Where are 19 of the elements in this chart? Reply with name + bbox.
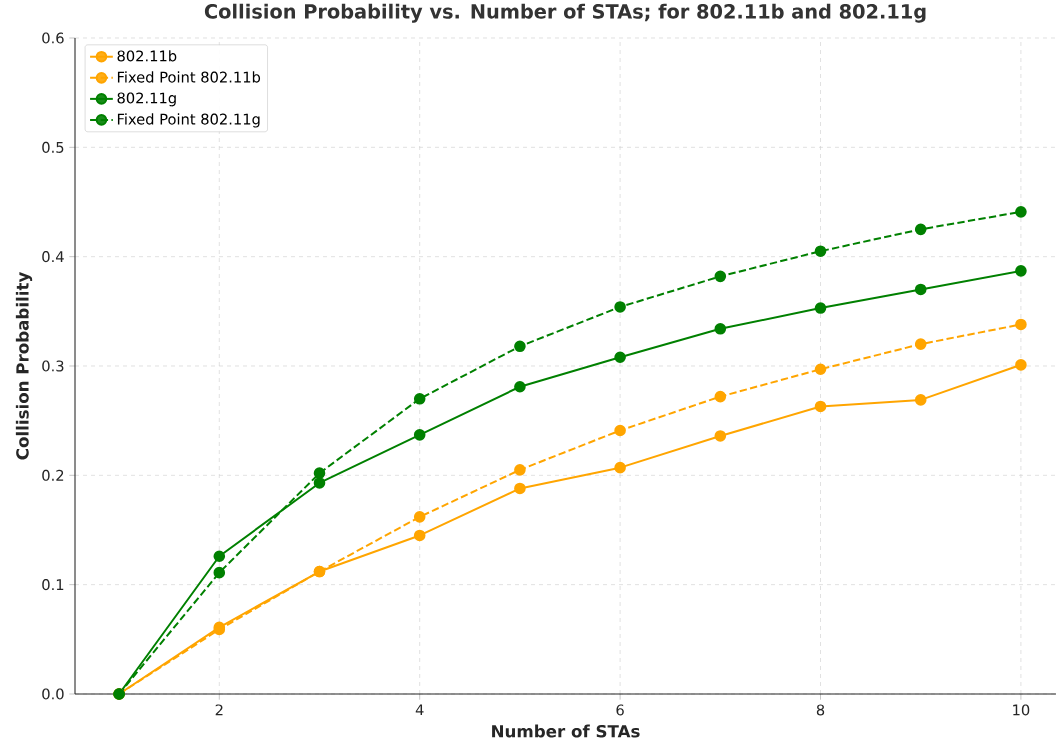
legend-label: 802.11b <box>117 50 177 62</box>
y-tick-label: 0.4 <box>42 251 64 263</box>
y-axis-title: Collision Probability <box>15 272 33 460</box>
y-tick-label: 0.5 <box>42 141 64 153</box>
x-axis-title: Number of STAs <box>492 724 640 738</box>
chart-title: Collision Probability vs. Number of STAs; for 802.11b and 802.11g <box>204 3 926 23</box>
x-tick-label: 8 <box>816 704 825 716</box>
y-tick-label: 0.1 <box>42 579 64 591</box>
x-tick-label: 6 <box>616 704 624 716</box>
legend-label: Fixed Point 802.11b <box>117 71 261 83</box>
x-tick-label: 2 <box>215 704 223 716</box>
legend-label: 802.11g <box>117 92 176 107</box>
x-tick-label: 4 <box>415 704 424 716</box>
y-tick-label: 0.6 <box>42 32 64 44</box>
y-tick-label: 0.0 <box>42 688 64 700</box>
y-tick-label: 0.3 <box>42 360 64 372</box>
y-tick-label: 0.2 <box>42 469 64 481</box>
x-tick-label: 10 <box>1013 704 1030 716</box>
legend-label: Fixed Point 802.11g <box>117 113 260 128</box>
